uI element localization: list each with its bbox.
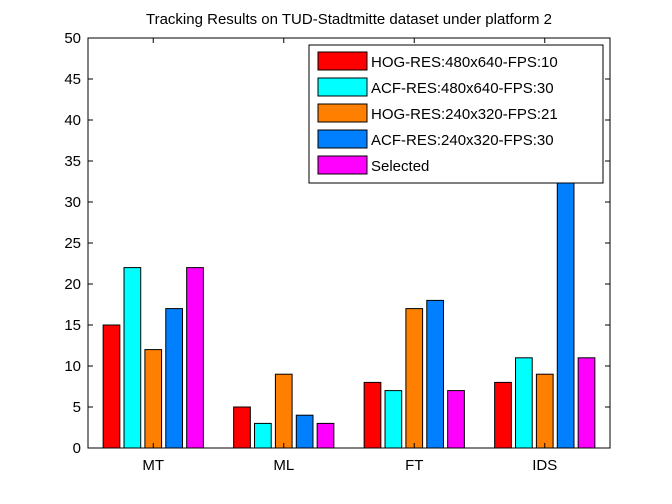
y-tick-label: 35 [64, 153, 81, 170]
bar [447, 390, 465, 449]
bar [384, 390, 403, 449]
bar [254, 422, 272, 449]
x-tick-label: IDS [532, 457, 557, 474]
bar [233, 406, 251, 449]
y-tick-label: 10 [64, 358, 81, 375]
x-tick-label: MT [142, 457, 164, 474]
bar [274, 373, 293, 449]
y-tick-label: 15 [64, 317, 81, 334]
y-tick-label: 30 [64, 194, 81, 211]
bar [535, 373, 554, 449]
legend-swatch [317, 103, 368, 123]
bar [144, 349, 163, 449]
legend-swatch [317, 129, 368, 149]
bar [295, 414, 314, 449]
y-tick-label: 5 [73, 399, 81, 416]
bar [556, 176, 575, 449]
bar [102, 324, 121, 449]
y-tick-label: 40 [64, 112, 81, 129]
legend-swatch [317, 155, 368, 175]
legend-label: ACF-RES:480x640-FPS:30 [371, 80, 554, 97]
bars-layer [102, 176, 596, 449]
bar [363, 381, 382, 449]
bar [426, 299, 444, 449]
axes-layer: 0 5 10 15 20 25 30 35 40 45 50 MT ML FT IDS [64, 30, 611, 474]
legend-label: HOG-RES:480x640-FPS:10 [371, 54, 558, 71]
x-tick-label: ML [273, 457, 294, 474]
x-tick-label: FT [405, 457, 423, 474]
y-tick-label: 20 [64, 276, 81, 293]
legend-swatch [317, 77, 368, 97]
bar [123, 267, 142, 449]
bar [494, 381, 512, 449]
legend-swatch [317, 51, 368, 71]
y-tick-label: 50 [64, 30, 81, 47]
chart-title: Tracking Results on TUD-Stadtmitte datas… [146, 11, 552, 28]
legend: HOG-RES:480x640-FPS:10 ACF-RES:480x640-FP… [308, 44, 604, 184]
y-tick-label: 25 [64, 235, 81, 252]
bar [405, 308, 424, 449]
bar [165, 308, 183, 449]
legend-label: ACF-RES:240x320-FPS:30 [371, 132, 554, 149]
bar [316, 422, 335, 449]
bar [515, 357, 533, 449]
legend-label: HOG-RES:240x320-FPS:21 [371, 106, 558, 123]
legend-label: Selected [371, 158, 429, 175]
bar [577, 357, 596, 449]
y-tick-label: 0 [73, 440, 81, 457]
y-tick-label: 45 [64, 71, 81, 88]
bar [186, 267, 204, 449]
